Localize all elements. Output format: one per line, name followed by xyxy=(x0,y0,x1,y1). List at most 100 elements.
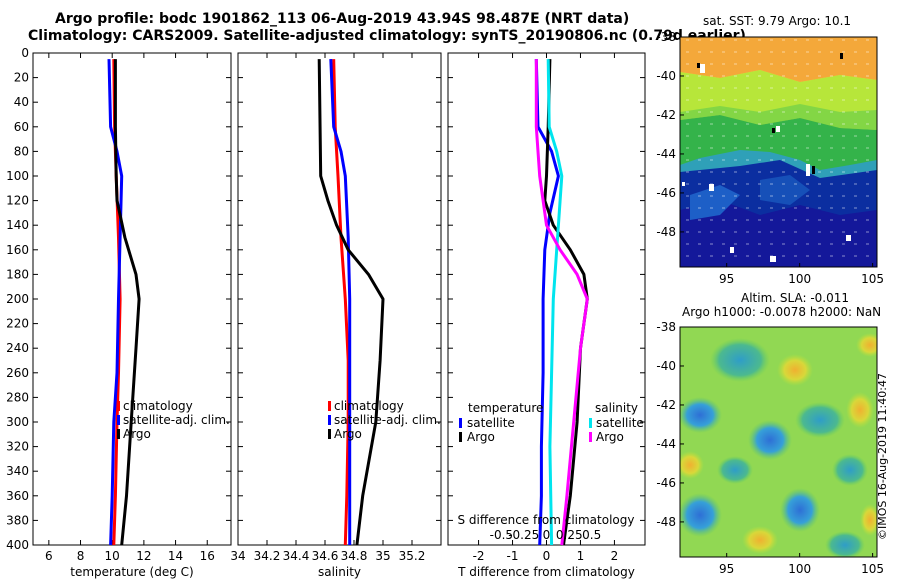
difference-plot-frame xyxy=(447,52,646,546)
sla_map-ytick-label: -46 xyxy=(656,476,676,490)
legend-swatch-argo xyxy=(117,429,120,439)
legend-swatch-salinity-argo xyxy=(589,432,592,442)
legend-label: Argo xyxy=(596,430,624,444)
temperature-xtick-label: 8 xyxy=(77,549,85,563)
salinity-line-argo xyxy=(317,59,385,546)
sla_map-ytick-label: -48 xyxy=(656,515,676,529)
temperature-line-satellite-adj-clim- xyxy=(107,59,124,546)
depth-tick-label: 380 xyxy=(6,513,29,527)
sst-map-axes: -38 -40 -42 -44 -46 -48 95 100 105 xyxy=(656,30,884,286)
difference-x2tick-label: -0.5 xyxy=(490,528,513,542)
sla-map xyxy=(680,327,877,557)
salinity-xtick-label: 35.2 xyxy=(399,549,426,563)
depth-tick-label: 300 xyxy=(6,415,29,429)
legend-swatch-satellite-adj-clim- xyxy=(117,415,120,425)
legend-label: climatology xyxy=(334,399,404,413)
legend-label: satellite xyxy=(467,416,515,430)
temperature-line-argo xyxy=(113,59,141,546)
legend-title-temperature: temperature xyxy=(468,401,543,415)
depth-tick-label: 0 xyxy=(21,46,29,60)
depth-tick-label: 260 xyxy=(6,366,29,380)
difference-xtick-label: -1 xyxy=(507,549,519,563)
temperature-xtick-label: 6 xyxy=(45,549,53,563)
depth-tick-label: 120 xyxy=(6,194,29,208)
sla_map-ytick-label: -42 xyxy=(656,398,676,412)
legend-swatch-climatology xyxy=(117,401,120,411)
sst_map-ytick-label: -44 xyxy=(656,147,676,161)
legend-label: climatology xyxy=(123,399,193,413)
legend-swatch-argo xyxy=(328,429,331,439)
difference-xtick-label: -2 xyxy=(473,549,485,563)
sla-map-frame xyxy=(679,326,878,558)
sst_map-ytick-label: -42 xyxy=(656,108,676,122)
salinity-xlabel: salinity xyxy=(318,565,361,579)
salinity-xtick-label: 34.4 xyxy=(283,549,310,563)
sla_map-ytick-label: -38 xyxy=(656,320,676,334)
legend-label: satellite-adj. clim. xyxy=(123,413,230,427)
temperature-plot-frame xyxy=(32,52,232,546)
legend-label: Argo xyxy=(334,427,362,441)
difference-panel: -2 -1 0 1 2 T difference from climatology temp… xyxy=(447,52,646,579)
sst_map-ytick-label: -48 xyxy=(656,225,676,239)
legend-label: Argo xyxy=(123,427,151,441)
chart-title-line2: Climatology: CARS2009. Satellite-adjuste… xyxy=(28,28,746,44)
difference-line-temperature-argo xyxy=(543,59,589,546)
sst_map-ytick-label: -38 xyxy=(656,30,676,44)
difference-x2label: S difference from climatology xyxy=(458,513,635,527)
salinity-xtick-label: 34.6 xyxy=(312,549,339,563)
sst_map-ytick-label: -46 xyxy=(656,186,676,200)
salinity-line-climatology xyxy=(332,59,350,546)
temperature-xtick-label: 12 xyxy=(136,549,151,563)
difference-xtick-label: 1 xyxy=(577,549,585,563)
depth-tick-label: 40 xyxy=(14,95,29,109)
depth-tick-label: 160 xyxy=(6,243,29,257)
legend-label: satellite-adj. clim. xyxy=(334,413,441,427)
sla_map-ytick-label: -44 xyxy=(656,437,676,451)
depth-tick-label: 220 xyxy=(6,317,29,331)
legend-swatch-climatology xyxy=(328,401,331,411)
sst-map-frame xyxy=(679,36,878,268)
sla_map-ytick-label: -40 xyxy=(656,359,676,373)
depth-tick-label: 280 xyxy=(6,390,29,404)
salinity-line-satellite-adj-clim- xyxy=(329,59,352,545)
depth-tick-label: 80 xyxy=(14,144,29,158)
difference-line-salinity-argo xyxy=(534,59,589,546)
depth-tick-label: 360 xyxy=(6,489,29,503)
depth-tick-label: 140 xyxy=(6,218,29,232)
sst-map xyxy=(680,37,877,267)
sst-map-title: sat. SST: 9.79 Argo: 10.1 xyxy=(703,14,852,28)
legend-swatch-temperature-argo xyxy=(459,432,462,442)
temperature-xtick-label: 14 xyxy=(168,549,183,563)
sla_map-xtick-label: 95 xyxy=(719,562,734,576)
depth-tick-label: 180 xyxy=(6,267,29,281)
difference-x2tick-label: 0 xyxy=(543,528,551,542)
depth-tick-label: 60 xyxy=(14,120,29,134)
difference-xtick-label: 0 xyxy=(543,549,551,563)
legend-swatch-satellite-adj-clim- xyxy=(328,415,331,425)
depth-tick-label: 200 xyxy=(6,292,29,306)
legend-label: satellite xyxy=(596,416,644,430)
sla-map-subtitle: Argo h1000: -0.0078 h2000: NaN xyxy=(682,305,882,319)
salinity-xtick-label: 35 xyxy=(375,549,390,563)
temperature-panel: 0 20 40 60 80 100 120 140 160 180 200 220 240 260 280 3… xyxy=(6,46,232,579)
difference-line-salinity-satellite xyxy=(546,59,564,546)
salinity-plot-frame xyxy=(237,52,442,546)
temperature-xlabel: temperature (deg C) xyxy=(70,565,193,579)
temperature-xtick-label: 10 xyxy=(105,549,120,563)
legend-title-salinity: salinity xyxy=(595,401,638,415)
difference-x2tick-label: -0.25 xyxy=(508,528,539,542)
depth-tick-label: 320 xyxy=(6,440,29,454)
legend-label: Argo xyxy=(467,430,495,444)
sla-map-title: Altim. SLA: -0.011 xyxy=(741,291,850,305)
depth-tick-label: 340 xyxy=(6,464,29,478)
depth-tick-label: 240 xyxy=(6,341,29,355)
depth-tick-label: 400 xyxy=(6,538,29,552)
sst_map-ytick-label: -40 xyxy=(656,69,676,83)
salinity-xtick-label: 34.8 xyxy=(341,549,368,563)
salinity-xtick-label: 34.2 xyxy=(254,549,281,563)
depth-tick-label: 20 xyxy=(14,71,29,85)
legend-swatch-salinity-satellite xyxy=(589,418,592,428)
sst_map-xtick-label: 100 xyxy=(788,272,811,286)
salinity-xtick-label: 34 xyxy=(230,549,245,563)
